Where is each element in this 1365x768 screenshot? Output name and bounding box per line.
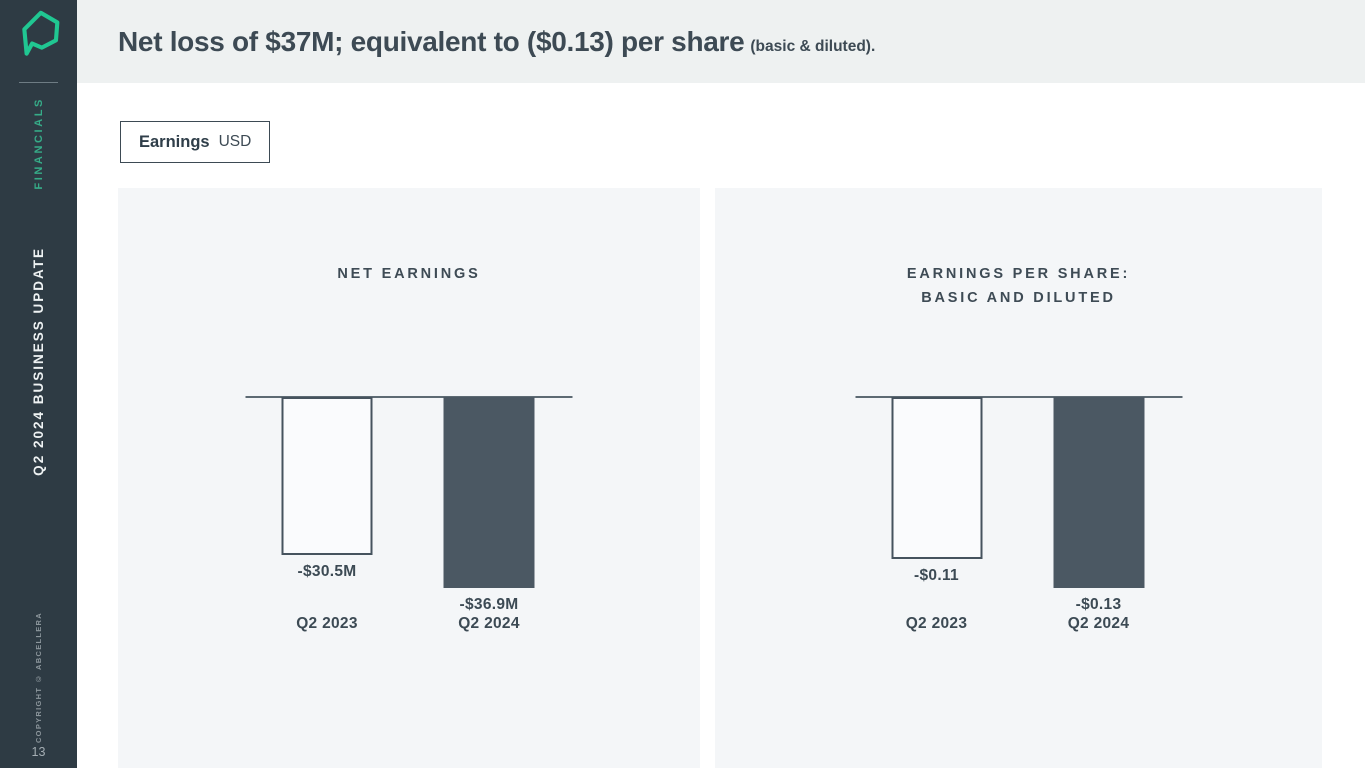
earnings-usd-tab[interactable]: Earnings USD: [120, 121, 271, 163]
chart-title-line: NET EARNINGS: [337, 266, 481, 282]
bar-category-label: Q2 2023: [296, 615, 358, 632]
sidebar-divider: [19, 82, 58, 83]
page-title-main: Net loss of $37M; equivalent to ($0.13) …: [118, 25, 745, 57]
bar-q2-2023: [281, 397, 373, 555]
bar-category-label: Q2 2024: [458, 615, 520, 632]
chart-plot: -$0.11 Q2 2023 -$0.13 Q2 2024: [855, 396, 1182, 726]
sidebar-copyright: COPYRIGHT © ABCELLERA: [34, 612, 43, 744]
chart-title: NET EARNINGS: [118, 262, 700, 286]
chart-title-line: EARNINGS PER SHARE:: [906, 266, 1131, 282]
chart-panel-eps: EARNINGS PER SHARE: BASIC AND DILUTED -$0…: [715, 188, 1322, 768]
sidebar-deck-title: Q2 2024 BUSINESS UPDATE: [31, 247, 46, 476]
earnings-tab-label: Earnings: [139, 132, 210, 151]
bar-value-label: -$36.9M: [459, 596, 519, 613]
abcellera-logo-icon: [0, 9, 77, 57]
chart-panel-net-earnings: NET EARNINGS -$30.5M Q2 2023 -$36.9M Q2 202…: [118, 188, 700, 768]
chart-title-line: BASIC AND DILUTED: [921, 290, 1116, 306]
bar-value-label: -$0.11: [914, 567, 959, 584]
bar-q2-2024: [443, 397, 535, 588]
page-number: 13: [31, 745, 46, 759]
bar-q2-2024: [1053, 397, 1144, 588]
bar-category-label: Q2 2023: [905, 615, 968, 632]
chart-baseline: [245, 396, 573, 398]
chart-plot: -$30.5M Q2 2023 -$36.9M Q2 2024: [245, 396, 573, 726]
chart-baseline: [855, 396, 1182, 398]
bar-value-label: -$0.13: [1075, 596, 1122, 613]
bar-q2-2023: [891, 397, 982, 559]
slide-header: Net loss of $37M; equivalent to ($0.13) …: [77, 0, 1365, 83]
sidebar: FINANCIALS Q2 2024 BUSINESS UPDATE COPYR…: [0, 0, 77, 768]
usd-tab-label: USD: [218, 133, 252, 150]
page-title-suffix: (basic & diluted).: [750, 37, 876, 55]
bar-value-label: -$30.5M: [297, 563, 357, 580]
sidebar-section-label: FINANCIALS: [32, 97, 45, 190]
chart-title: EARNINGS PER SHARE: BASIC AND DILUTED: [715, 262, 1322, 310]
page-title: Net loss of $37M; equivalent to ($0.13) …: [118, 26, 875, 58]
bar-category-label: Q2 2024: [1067, 615, 1130, 632]
